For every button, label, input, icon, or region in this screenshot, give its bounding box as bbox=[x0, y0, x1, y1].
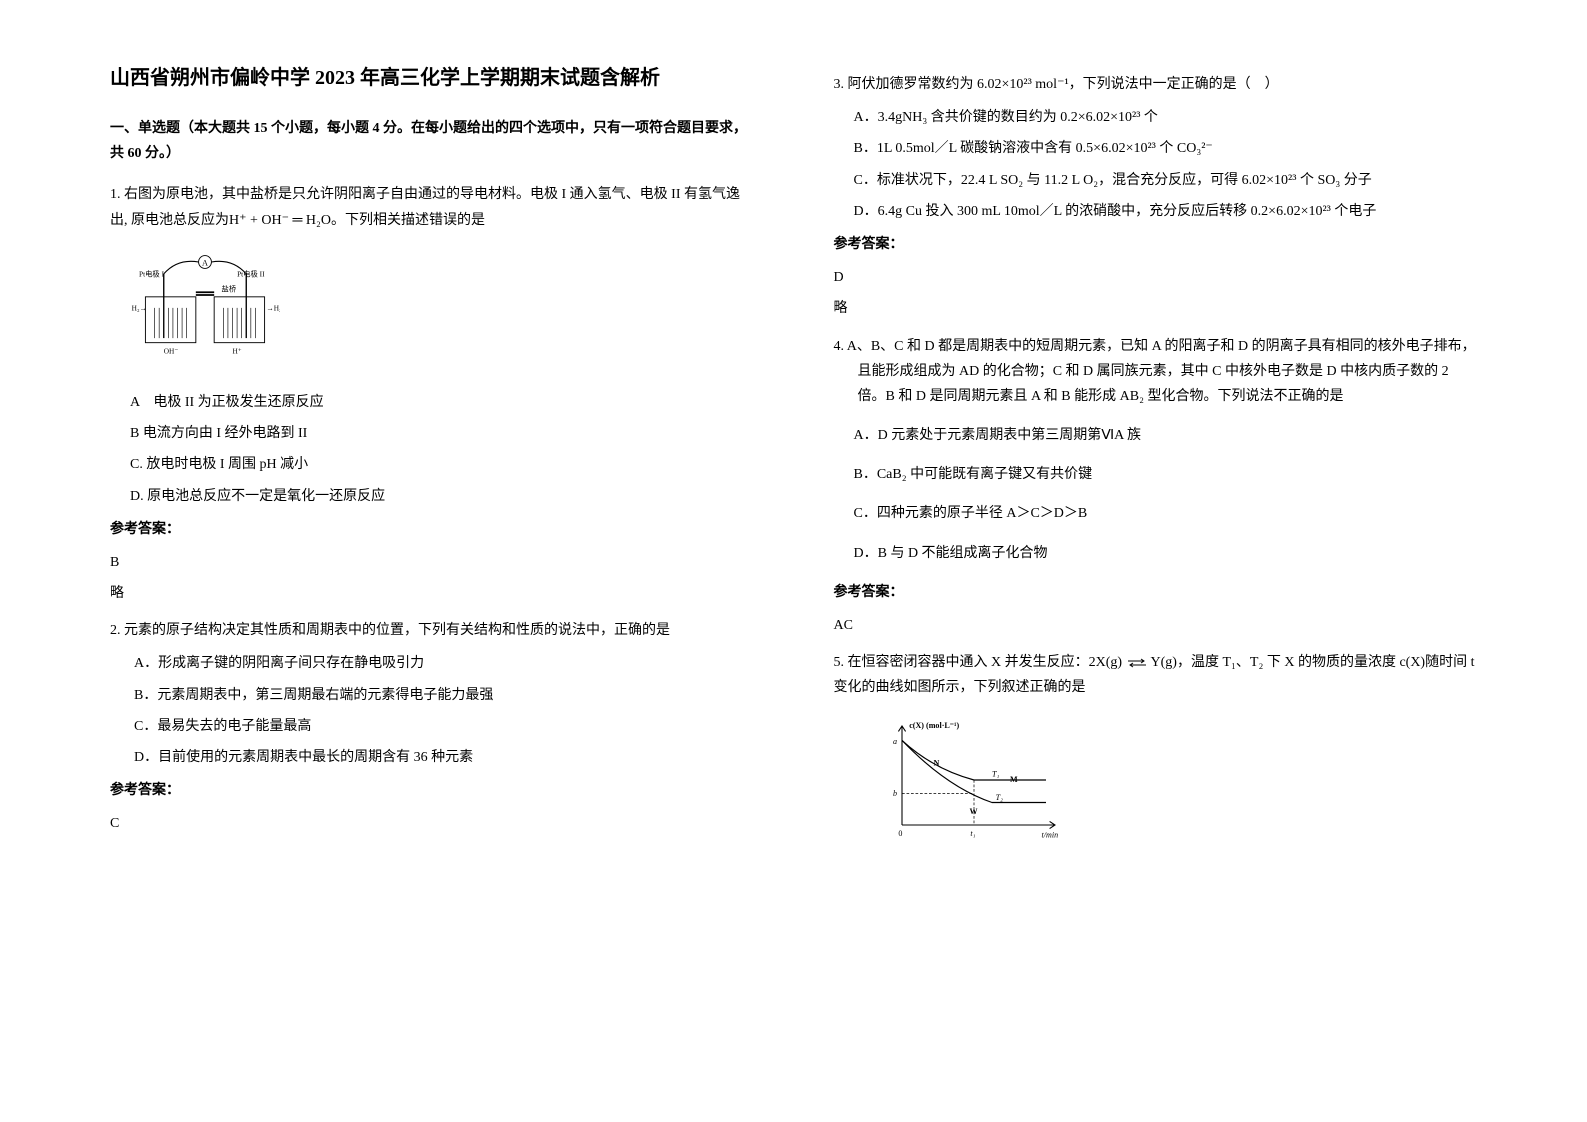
chart-label-t1-curve: T₁ bbox=[992, 769, 999, 778]
equilibrium-arrow-icon bbox=[1126, 658, 1148, 668]
right-column: 3. 阿伏加德罗常数约为 6.02×10²³ mol⁻¹，下列说法中一定正确的是… bbox=[794, 60, 1498, 1062]
q2-answer: C bbox=[110, 811, 754, 836]
chart-label-t2-curve: T₂ bbox=[995, 792, 1002, 801]
q3-text: 3. 阿伏加德罗常数约为 6.02×10²³ mol⁻¹，下列说法中一定正确的是… bbox=[834, 72, 1478, 97]
diagram-label-oh: OH⁻ bbox=[164, 346, 179, 355]
q4-option-d: D．B 与 D 不能组成离子化合物 bbox=[834, 541, 1478, 566]
q3-explain: 略 bbox=[834, 296, 1478, 321]
q4-option-a: A．D 元素处于元素周期表中第三周期第ⅥA 族 bbox=[834, 423, 1478, 448]
q3-answer-label: 参考答案： bbox=[834, 232, 1478, 257]
q3-option-c: C．标准状况下，22.4 L SO₂ 与 11.2 L O₂，混合充分反应，可得… bbox=[834, 168, 1478, 193]
q5-text-a: 5. 在恒容密闭容器中通入 X 并发生反应：2X(g) bbox=[834, 655, 1123, 670]
chart-point-b: b bbox=[893, 789, 897, 798]
chart-xlabel: t/min bbox=[1041, 830, 1058, 839]
q1-option-a: A 电极 II 为正极发生还原反应 bbox=[110, 390, 754, 415]
q1-option-b: B 电流方向由 I 经外电路到 II bbox=[110, 421, 754, 446]
question-5: 5. 在恒容密闭容器中通入 X 并发生反应：2X(g) Y(g)，温度 T₁、T… bbox=[834, 650, 1478, 854]
q1-text: 1. 右图为原电池，其中盐桥是只允许阴阳离子自由通过的导电材料。电极 I 通入氢… bbox=[110, 182, 754, 232]
q3-option-a: A．3.4gNH₃ 含共价键的数目约为 0.2×6.02×10²³ 个 bbox=[834, 105, 1478, 130]
chart-ylabel: c(X) (mol·L⁻¹) bbox=[909, 720, 959, 729]
document-title: 山西省朔州市偏岭中学 2023 年高三化学上学期期末试题含解析 bbox=[110, 60, 754, 96]
diagram-label-pt2: Pt电极 II bbox=[237, 269, 265, 278]
q1-answer: B bbox=[110, 550, 754, 575]
diagram-label-salt: 盐桥 bbox=[222, 284, 237, 293]
electrochemical-cell-diagram: A Pt电极 I Pt电极 II 盐桥 H₂→ →H₂ bbox=[130, 251, 280, 361]
diagram-label-hplus: H⁺ bbox=[233, 346, 242, 355]
chart-label-n: N bbox=[933, 758, 939, 767]
diagram-label-a: A bbox=[202, 258, 208, 267]
diagram-label-h2-right: →H₂ bbox=[266, 303, 280, 312]
q5-text: 5. 在恒容密闭容器中通入 X 并发生反应：2X(g) Y(g)，温度 T₁、T… bbox=[834, 650, 1478, 700]
q2-option-b: B．元素周期表中，第三周期最右端的元素得电子能力最强 bbox=[110, 683, 754, 708]
q2-option-a: A．形成离子键的阴阳离子间只存在静电吸引力 bbox=[110, 651, 754, 676]
chart-point-a: a bbox=[893, 737, 897, 746]
q2-option-c: C．最易失去的电子能量最高 bbox=[110, 714, 754, 739]
q2-text: 2. 元素的原子结构决定其性质和周期表中的位置，下列有关结构和性质的说法中，正确… bbox=[110, 618, 754, 643]
q1-explain: 略 bbox=[110, 581, 754, 606]
concentration-time-chart: c(X) (mol·L⁻¹) t/min a b 0 t₁ N T₁ M T₂ … bbox=[884, 715, 1064, 845]
chart-origin: 0 bbox=[898, 828, 902, 837]
chart-point-t1: t₁ bbox=[970, 828, 975, 837]
question-3: 3. 阿伏加德罗常数约为 6.02×10²³ mol⁻¹，下列说法中一定正确的是… bbox=[834, 72, 1478, 322]
chart-label-m: M bbox=[1010, 774, 1018, 783]
question-2: 2. 元素的原子结构决定其性质和周期表中的位置，下列有关结构和性质的说法中，正确… bbox=[110, 618, 754, 836]
q1-option-d: D. 原电池总反应不一定是氧化一还原反应 bbox=[110, 484, 754, 509]
q4-answer: AC bbox=[834, 613, 1478, 638]
q3-option-b: B．1L 0.5mol／L 碳酸钠溶液中含有 0.5×6.02×10²³ 个 C… bbox=[834, 136, 1478, 161]
q1-formula: H⁺ + OH⁻ ═ H₂O bbox=[229, 213, 331, 228]
left-column: 山西省朔州市偏岭中学 2023 年高三化学上学期期末试题含解析 一、单选题（本大… bbox=[90, 60, 794, 1062]
section-1-header: 一、单选题（本大题共 15 个小题，每小题 4 分。在每小题给出的四个选项中，只… bbox=[110, 116, 754, 166]
q3-option-d: D．6.4g Cu 投入 300 mL 10mol／L 的浓硝酸中，充分反应后转… bbox=[834, 199, 1478, 224]
q2-answer-label: 参考答案： bbox=[110, 778, 754, 803]
q4-option-c: C．四种元素的原子半径 A＞C＞D＞B bbox=[834, 501, 1478, 526]
q4-option-b: B．CaB₂ 中可能既有离子键又有共价键 bbox=[834, 462, 1478, 487]
question-1: 1. 右图为原电池，其中盐桥是只允许阴阳离子自由通过的导电材料。电极 I 通入氢… bbox=[110, 182, 754, 606]
diagram-label-h2-left: H₂→ bbox=[132, 303, 147, 312]
chart-label-w: W bbox=[969, 807, 977, 816]
q1-text-b: 。下列相关描述错误的是 bbox=[331, 213, 485, 228]
q1-option-c: C. 放电时电极 I 周围 pH 减小 bbox=[110, 452, 754, 477]
diagram-label-pt1: Pt电极 I bbox=[139, 269, 165, 278]
q3-answer: D bbox=[834, 265, 1478, 290]
question-4: 4. A、B、C 和 D 都是周期表中的短周期元素，已知 A 的阳离子和 D 的… bbox=[834, 334, 1478, 639]
q4-text: 4. A、B、C 和 D 都是周期表中的短周期元素，已知 A 的阳离子和 D 的… bbox=[834, 334, 1478, 410]
q1-answer-label: 参考答案： bbox=[110, 517, 754, 542]
q2-option-d: D．目前使用的元素周期表中最长的周期含有 36 种元素 bbox=[110, 745, 754, 770]
q4-answer-label: 参考答案： bbox=[834, 580, 1478, 605]
